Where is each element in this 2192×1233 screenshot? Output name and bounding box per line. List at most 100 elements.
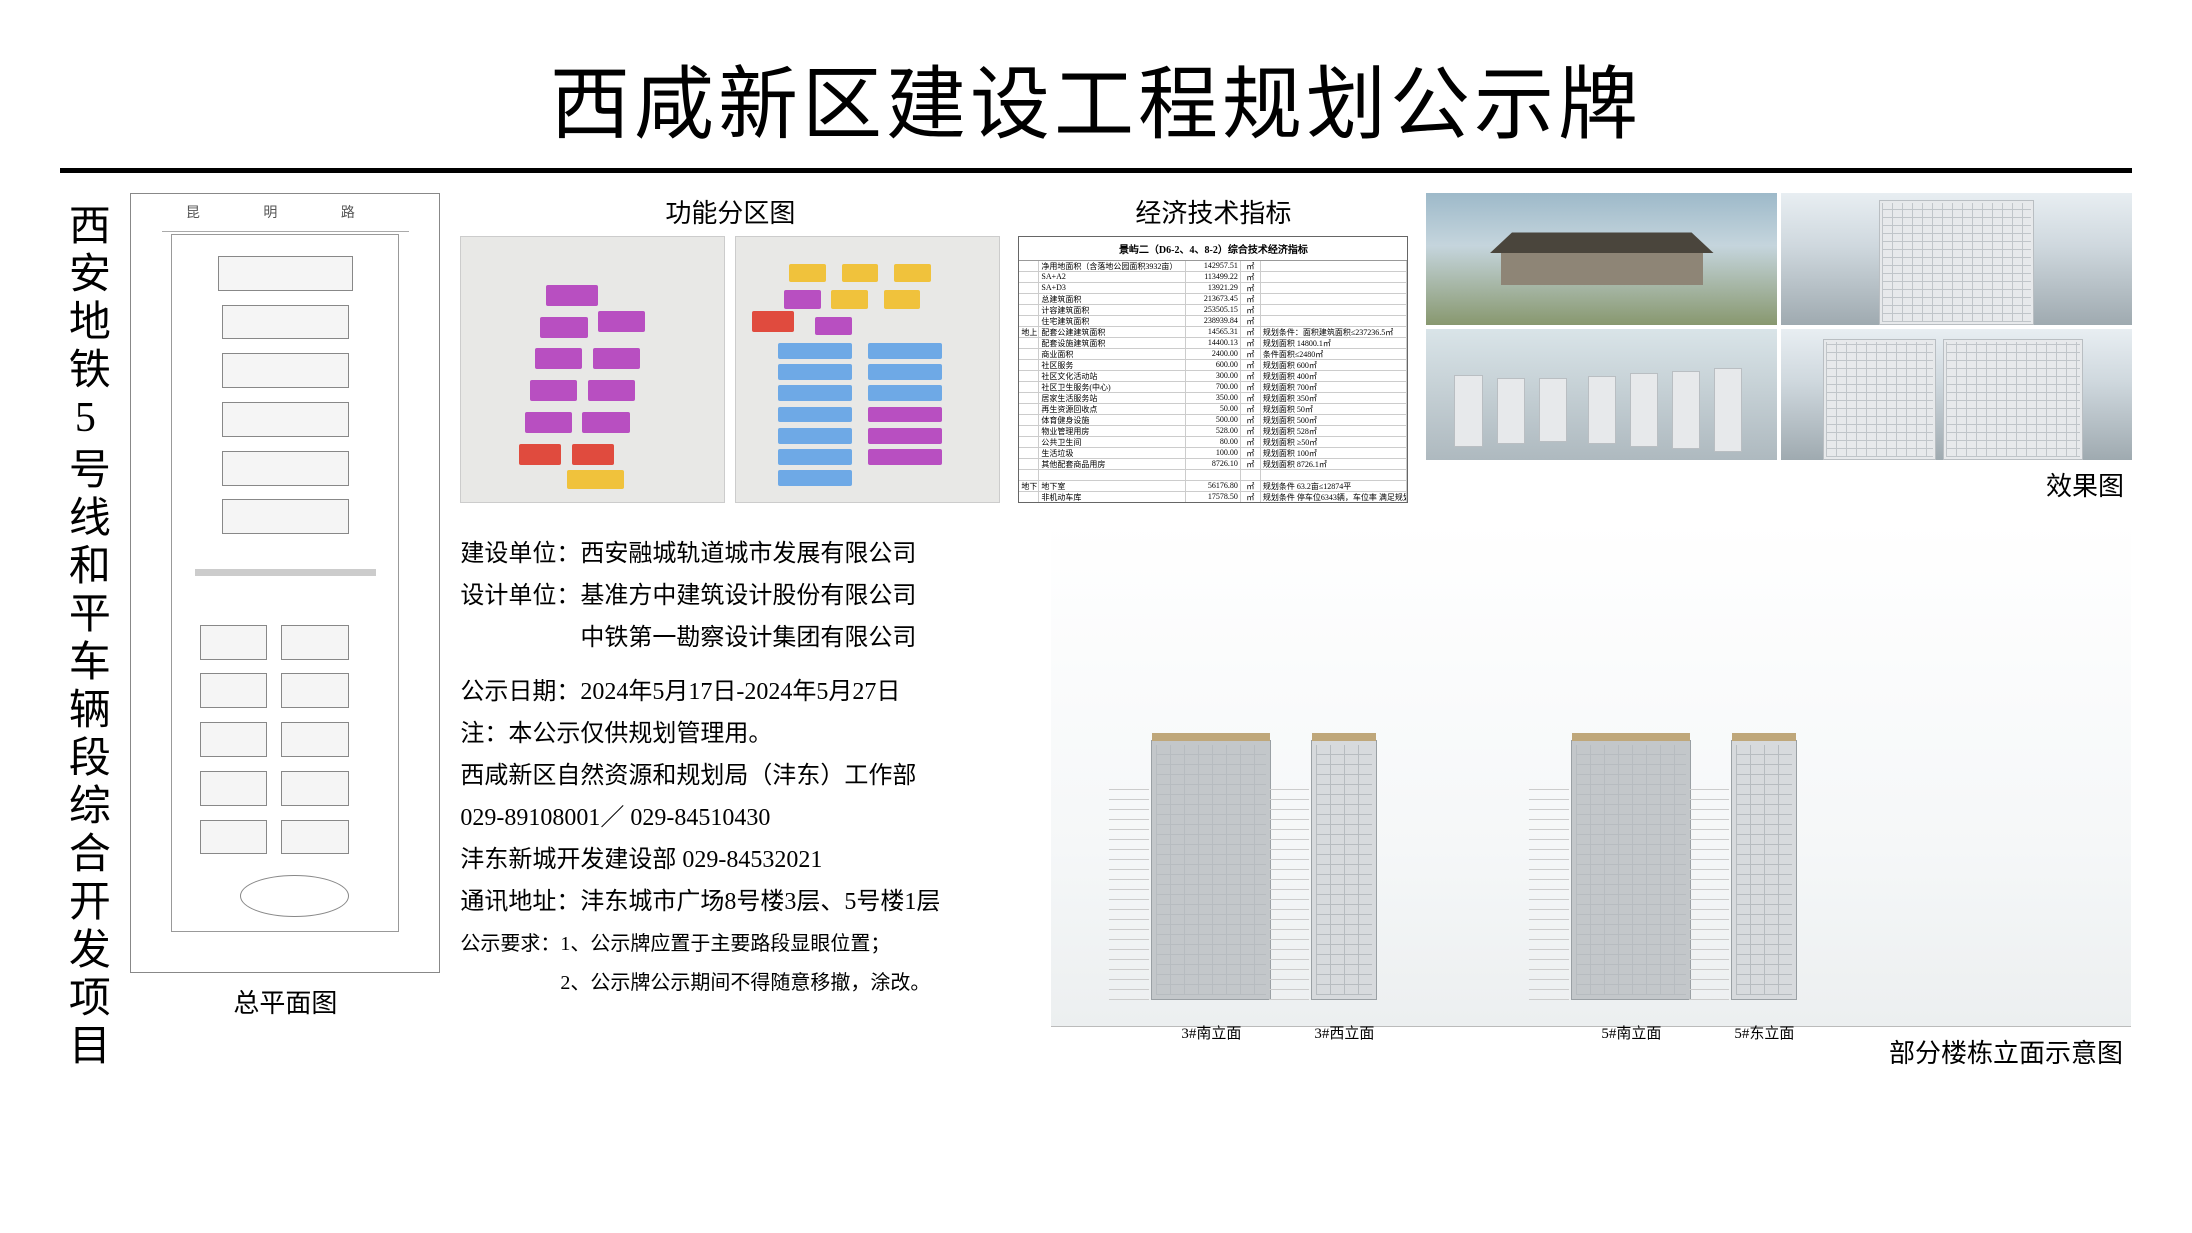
site-plan-caption: 总平面图 bbox=[233, 983, 337, 1020]
info-jsdw: 西安融城轨道城市发展有限公司 bbox=[580, 541, 916, 567]
econ-row: 商业面积2400.00㎡条件面积≤2480㎡ bbox=[1019, 349, 1407, 360]
econ-table-header: 景屿二（D6-2、4、8-2）综合技术经济指标 bbox=[1019, 237, 1407, 261]
site-plan-column: 昆 明 路 总平面图 bbox=[130, 193, 440, 1071]
zone-block bbox=[752, 311, 794, 332]
zone-block bbox=[868, 428, 942, 444]
zone-block bbox=[842, 264, 879, 283]
zone-block bbox=[567, 470, 625, 489]
project-name-vertical: 西安地铁5号线和平车辆段综合开发项目 bbox=[60, 193, 110, 1071]
econ-row: 配套设施建筑面积14400.13㎡规划面积 14800.1㎡ bbox=[1019, 338, 1407, 349]
zone-block bbox=[535, 348, 582, 369]
zone-block bbox=[778, 449, 852, 465]
zone-block bbox=[868, 364, 942, 380]
econ-title: 经济技术指标 bbox=[1135, 193, 1291, 230]
zone-block bbox=[778, 407, 852, 423]
info-req-label: 公示要求： bbox=[460, 933, 560, 955]
econ-row: 再生资源回收点50.00㎡规划面积 50㎡ bbox=[1019, 404, 1407, 415]
zone-block bbox=[815, 317, 852, 336]
elevation-label: 5#南立面 bbox=[1571, 1022, 1691, 1043]
info-jsdw-label: 建设单位： bbox=[460, 541, 580, 567]
info-sjdw1: 基准方中建筑设计股份有限公司 bbox=[580, 583, 916, 609]
zone-title: 功能分区图 bbox=[665, 193, 795, 230]
elevation-label: 3#南立面 bbox=[1151, 1022, 1271, 1043]
econ-row: 生活垃圾100.00㎡规划面积 100㎡ bbox=[1019, 448, 1407, 459]
render-tower bbox=[1781, 193, 2132, 325]
econ-row: 净用地面积（含落地公园面积3932亩）142957.51㎡ bbox=[1019, 261, 1407, 272]
zone-block bbox=[784, 290, 821, 309]
divider bbox=[60, 168, 2132, 173]
info-bureau: 西咸新区自然资源和规划局（沣东）工作部 bbox=[460, 755, 1020, 797]
zone-block bbox=[593, 348, 640, 369]
info-req2: 2、公示牌公示期间不得随意移撤，涂改。 bbox=[460, 966, 1020, 1001]
econ-row: 社区服务600.00㎡规划面积 600㎡ bbox=[1019, 360, 1407, 371]
info-note: 注：本公示仅供规划管理用。 bbox=[460, 713, 1020, 755]
bottom-row: 建设单位：西安融城轨道城市发展有限公司 设计单位：基准方中建筑设计股份有限公司 … bbox=[460, 519, 2132, 1071]
info-dept2: 沣东新城开发建设部 029-84532021 bbox=[460, 839, 1020, 881]
zone-map-a bbox=[460, 236, 725, 503]
building-elevation bbox=[1731, 740, 1797, 1000]
render-column: 效果图 bbox=[1426, 193, 2132, 503]
econ-table: 景屿二（D6-2、4、8-2）综合技术经济指标 净用地面积（含落地公园面积393… bbox=[1018, 236, 1408, 503]
elevation-block: 3#南立面3#西立面5#南立面5#东立面 部分楼栋立面示意图 bbox=[1050, 519, 2132, 1071]
elevation-canvas: 3#南立面3#西立面5#南立面5#东立面 bbox=[1051, 520, 2131, 1027]
building-elevation bbox=[1571, 740, 1691, 1000]
zone-block bbox=[868, 343, 942, 359]
render-pavilion bbox=[1426, 193, 1777, 325]
zone-block bbox=[588, 380, 635, 401]
zone-block bbox=[540, 317, 587, 338]
zone-block bbox=[778, 343, 852, 359]
zone-block bbox=[884, 290, 921, 309]
elevation-label: 5#东立面 bbox=[1731, 1022, 1797, 1043]
info-sjdw-label: 设计单位： bbox=[460, 583, 580, 609]
render-grid bbox=[1426, 193, 2132, 460]
zone-block bbox=[582, 412, 629, 433]
zone-block bbox=[894, 264, 931, 283]
info-req1: 1、公示牌应置于主要路段显眼位置； bbox=[560, 933, 890, 955]
zone-block bbox=[525, 412, 572, 433]
econ-row: 公共卫生间80.00㎡规划面积 ≥50㎡ bbox=[1019, 437, 1407, 448]
econ-row: 居家生活服务站350.00㎡规划面积 350㎡ bbox=[1019, 393, 1407, 404]
econ-row: 地上配套公建建筑面积14565.31㎡规划条件：面积建筑面积≤237236.5㎡ bbox=[1019, 327, 1407, 338]
econ-row: SA+A2113499.22㎡ bbox=[1019, 272, 1407, 283]
zone-block bbox=[778, 385, 852, 401]
info-gsrq-label: 公示日期： bbox=[460, 679, 580, 705]
econ-row: 其他配套商品用房8726.10㎡规划面积 8726.1㎡ bbox=[1019, 459, 1407, 470]
site-plan-drawing: 昆 明 路 bbox=[130, 193, 440, 973]
info-sjdw2: 中铁第一勘察设计集团有限公司 bbox=[580, 625, 916, 651]
zone-block bbox=[868, 385, 942, 401]
zone-block bbox=[868, 407, 942, 423]
info-block: 建设单位：西安融城轨道城市发展有限公司 设计单位：基准方中建筑设计股份有限公司 … bbox=[460, 519, 1020, 1071]
econ-row: 总建筑面积213673.45㎡ bbox=[1019, 294, 1407, 305]
zone-block bbox=[831, 290, 868, 309]
econ-row: 社区文化活动站300.00㎡规划面积 400㎡ bbox=[1019, 371, 1407, 382]
zone-block bbox=[572, 444, 614, 465]
econ-row: 社区卫生服务(中心)700.00㎡规划面积 700㎡ bbox=[1019, 382, 1407, 393]
zone-block bbox=[778, 364, 852, 380]
building-elevation bbox=[1311, 740, 1377, 1000]
right-area: 功能分区图 经济技术指标 景屿二（D6-2、4、8-2）综合技术经济指标 净用地… bbox=[460, 193, 2132, 1071]
econ-row bbox=[1019, 470, 1407, 481]
site-plan-road-north: 昆 明 路 bbox=[162, 202, 408, 232]
building-elevation bbox=[1151, 740, 1271, 1000]
info-addr: 沣东城市广场8号楼3层、5号楼1层 bbox=[580, 889, 940, 915]
zone-block bbox=[789, 264, 826, 283]
render-caption: 效果图 bbox=[1426, 466, 2132, 503]
zone-block bbox=[519, 444, 561, 465]
zone-block bbox=[546, 285, 599, 306]
top-row: 功能分区图 经济技术指标 景屿二（D6-2、4、8-2）综合技术经济指标 净用地… bbox=[460, 193, 2132, 503]
econ-row: 物业管理用房528.00㎡规划面积 528㎡ bbox=[1019, 426, 1407, 437]
zone-map-b bbox=[735, 236, 1000, 503]
content: 西安地铁5号线和平车辆段综合开发项目 昆 明 路 bbox=[60, 193, 2132, 1071]
zone-block bbox=[598, 311, 645, 332]
econ-row: 非机动车库17578.50㎡规划条件 停车位6343辆，车位率 满足规划条件0.… bbox=[1019, 492, 1407, 503]
zone-column: 功能分区图 bbox=[460, 193, 1000, 503]
render-aerial bbox=[1426, 329, 1777, 461]
econ-row: SA+D313921.29㎡ bbox=[1019, 283, 1407, 294]
info-phones1: 029-89108001／ 029-84510430 bbox=[460, 797, 1020, 839]
econ-row: 体育健身设施500.00㎡规划面积 500㎡ bbox=[1019, 415, 1407, 426]
econ-row: 地下地下室56176.80㎡规划条件 63.2亩≤12874平 bbox=[1019, 481, 1407, 492]
render-corner bbox=[1781, 329, 2132, 461]
econ-row: 计容建筑面积253505.15㎡ bbox=[1019, 305, 1407, 316]
site-plan-outline bbox=[171, 234, 399, 932]
info-gsrq: 2024年5月17日-2024年5月27日 bbox=[580, 679, 900, 705]
